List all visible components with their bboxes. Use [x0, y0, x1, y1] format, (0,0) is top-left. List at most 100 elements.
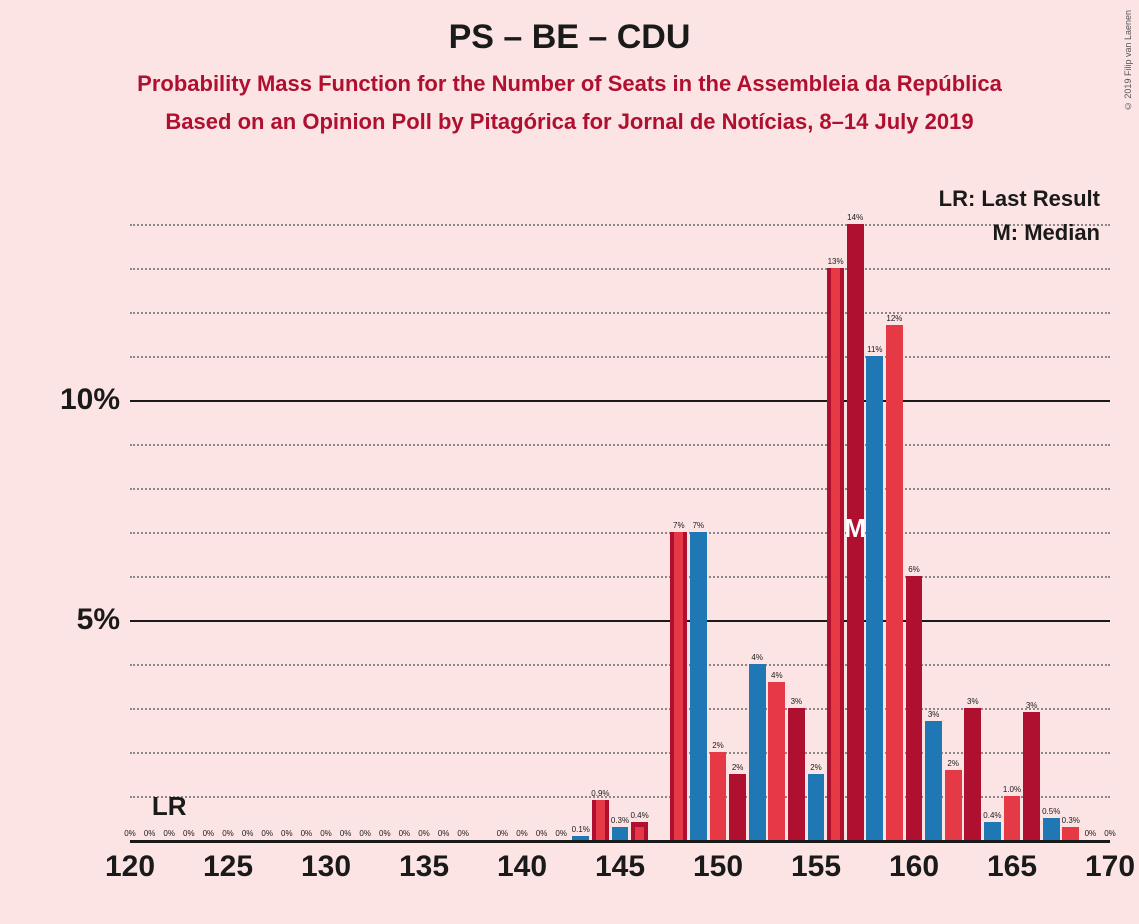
bar: [1004, 796, 1021, 840]
axis-baseline: [130, 840, 1110, 843]
bar-value-label: 3%: [791, 697, 803, 706]
bar: [612, 827, 629, 840]
chart-subtitle-1: Probability Mass Function for the Number…: [0, 71, 1139, 97]
gridline-minor: [130, 532, 1110, 534]
chart-plot-area: 5%10%120125130135140145150155160165170LR…: [130, 180, 1110, 840]
chart-title: PS – BE – CDU: [0, 0, 1139, 57]
bar-value-label: 0%: [163, 829, 175, 838]
bar-value-label: 0.3%: [1062, 816, 1080, 825]
x-tick-label: 125: [203, 850, 253, 884]
x-tick-label: 170: [1085, 850, 1135, 884]
bar-value-label: 2%: [810, 763, 822, 772]
bar: [710, 752, 727, 840]
bar: [729, 774, 746, 840]
bar-value-label: 0%: [536, 829, 548, 838]
x-tick-label: 135: [399, 850, 449, 884]
bar-value-label: 0%: [438, 829, 450, 838]
bar-value-label: 0.3%: [611, 816, 629, 825]
bar: [984, 822, 1001, 840]
bar-value-label: 0%: [1085, 829, 1097, 838]
bar-value-label: 0%: [203, 829, 215, 838]
bar-value-label: 0%: [555, 829, 567, 838]
bar-value-label: 7%: [693, 521, 705, 530]
gridline-minor: [130, 752, 1110, 754]
bar-value-label: 0.4%: [630, 811, 648, 820]
bar-value-label: 0%: [281, 829, 293, 838]
bar-value-label: 0.9%: [591, 789, 609, 798]
bar-value-label: 0%: [144, 829, 156, 838]
x-tick-label: 140: [497, 850, 547, 884]
gridline-minor: [130, 444, 1110, 446]
bar: [1062, 827, 1079, 840]
last-result-mark: LR: [152, 791, 187, 822]
y-tick-label: 5%: [20, 603, 120, 637]
bar-value-label: 0%: [418, 829, 430, 838]
gridline-minor: [130, 224, 1110, 226]
bar: [945, 770, 962, 840]
gridline-minor: [130, 796, 1110, 798]
bar-value-label: 0%: [320, 829, 332, 838]
bar-value-label: 0%: [379, 829, 391, 838]
bar: [674, 532, 683, 840]
bar: [866, 356, 883, 840]
bar-value-label: 0%: [124, 829, 136, 838]
gridline-minor: [130, 488, 1110, 490]
bar-value-label: 2%: [732, 763, 744, 772]
bar-value-label: 0%: [516, 829, 528, 838]
median-mark: M: [844, 513, 866, 544]
gridline-major: [130, 400, 1110, 402]
gridline-minor: [130, 268, 1110, 270]
bar-value-label: 12%: [886, 314, 902, 323]
bar-value-label: 0%: [340, 829, 352, 838]
bar-value-label: 4%: [751, 653, 763, 662]
bar: [808, 774, 825, 840]
bar-value-label: 0%: [222, 829, 234, 838]
gridline-minor: [130, 312, 1110, 314]
bar-value-label: 0%: [242, 829, 254, 838]
x-tick-label: 165: [987, 850, 1037, 884]
gridline-minor: [130, 576, 1110, 578]
x-tick-label: 150: [693, 850, 743, 884]
gridline-minor: [130, 708, 1110, 710]
bar: [925, 721, 942, 840]
bar-value-label: 3%: [1026, 701, 1038, 710]
bar-value-label: 7%: [673, 521, 685, 530]
bar-value-label: 0%: [497, 829, 509, 838]
bar: [886, 325, 903, 840]
bar-value-label: 0.5%: [1042, 807, 1060, 816]
bar-value-label: 11%: [867, 345, 882, 354]
bar: [906, 576, 923, 840]
bar-value-label: 3%: [928, 710, 940, 719]
bar: [690, 532, 707, 840]
gridline-minor: [130, 664, 1110, 666]
bar-value-label: 0%: [399, 829, 411, 838]
legend-median: M: Median: [992, 220, 1100, 246]
bar-value-label: 2%: [712, 741, 724, 750]
bar-value-label: 1.0%: [1003, 785, 1021, 794]
bar-value-label: 0%: [261, 829, 273, 838]
bar: [831, 268, 840, 840]
bar: [596, 800, 605, 840]
x-tick-label: 155: [791, 850, 841, 884]
gridline-major: [130, 620, 1110, 622]
bar: [788, 708, 805, 840]
bar: [1023, 712, 1040, 840]
x-tick-label: 130: [301, 850, 351, 884]
bar-value-label: 0%: [301, 829, 313, 838]
bar-value-label: 0%: [457, 829, 469, 838]
x-tick-label: 120: [105, 850, 155, 884]
gridline-minor: [130, 356, 1110, 358]
bar: [635, 827, 644, 840]
bar: [749, 664, 766, 840]
legend-last-result: LR: Last Result: [939, 186, 1100, 212]
bar-value-label: 6%: [908, 565, 920, 574]
bar-value-label: 0%: [183, 829, 195, 838]
copyright-label: © 2019 Filip van Laenen: [1123, 10, 1133, 111]
bar-value-label: 0%: [359, 829, 371, 838]
bar-value-label: 0%: [1104, 829, 1116, 838]
bar: [572, 836, 589, 840]
bar: [768, 682, 785, 840]
y-tick-label: 10%: [20, 383, 120, 417]
bar: [1043, 818, 1060, 840]
bar-value-label: 3%: [967, 697, 979, 706]
